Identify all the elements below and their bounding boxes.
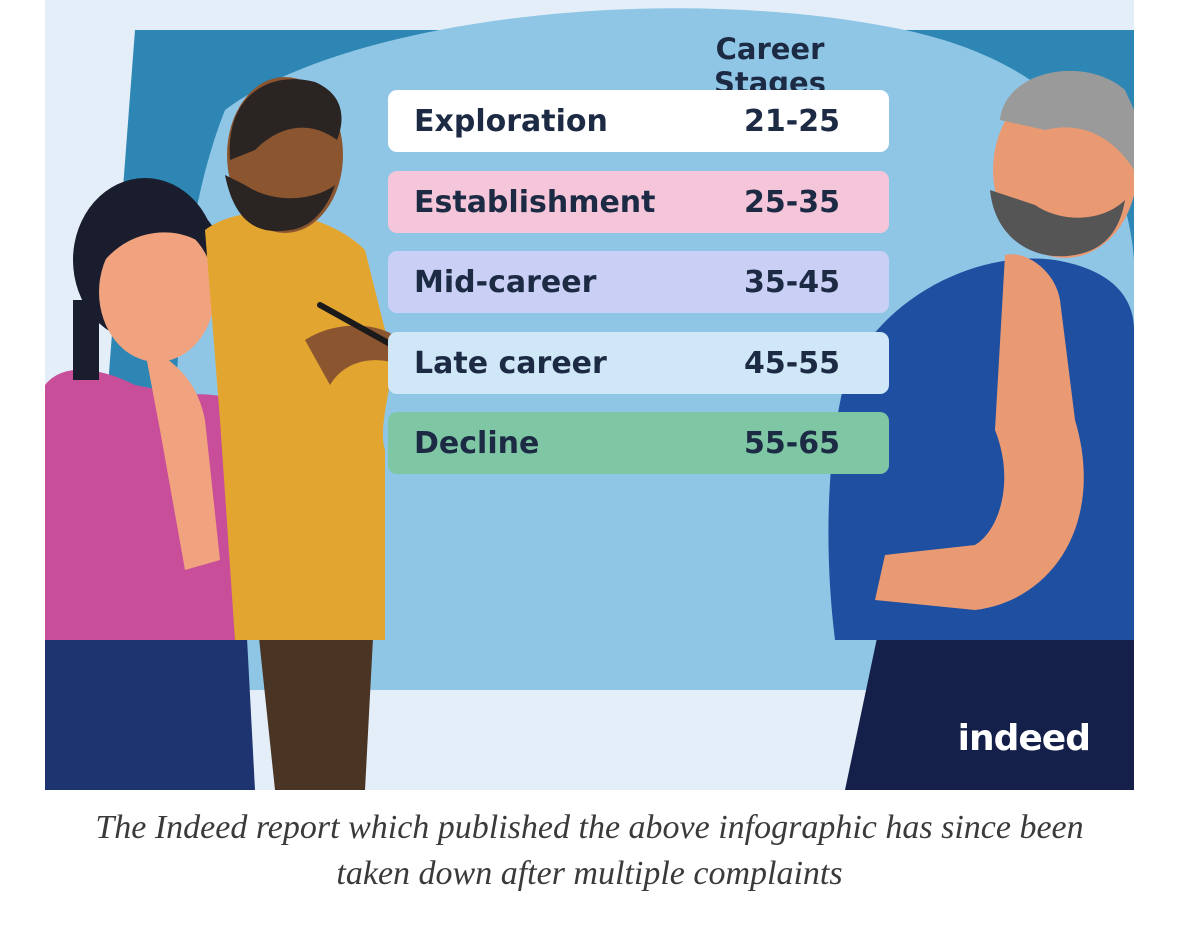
stage-age-range: 55-65 bbox=[744, 425, 840, 461]
stage-name: Establishment bbox=[414, 184, 656, 220]
image-caption: The Indeed report which published the ab… bbox=[20, 805, 1159, 897]
stage-age-range: 45-55 bbox=[744, 345, 840, 381]
woman-figure bbox=[45, 178, 285, 790]
stage-age-range: 25-35 bbox=[744, 184, 840, 220]
stage-name: Late career bbox=[414, 345, 607, 381]
stage-name: Decline bbox=[414, 425, 540, 461]
stage-row-exploration: Exploration 21-25 bbox=[388, 90, 889, 152]
caption-line-2: taken down after multiple complaints bbox=[336, 855, 843, 892]
stage-row-mid-career: Mid-career 35-45 bbox=[388, 251, 889, 313]
caption-line-1: The Indeed report which published the ab… bbox=[95, 809, 1084, 846]
stage-row-late-career: Late career 45-55 bbox=[388, 332, 889, 394]
older-man-figure bbox=[828, 70, 1134, 790]
indeed-logo: indeed bbox=[957, 718, 1091, 759]
stage-age-range: 35-45 bbox=[744, 264, 840, 300]
stage-name: Exploration bbox=[414, 103, 608, 139]
stage-row-establishment: Establishment 25-35 bbox=[388, 171, 889, 233]
stage-row-decline: Decline 55-65 bbox=[388, 412, 889, 474]
infographic-image: Career Stages Exploration 21-25 Establis… bbox=[45, 0, 1134, 790]
stage-name: Mid-career bbox=[414, 264, 597, 300]
stage-age-range: 21-25 bbox=[744, 103, 840, 139]
